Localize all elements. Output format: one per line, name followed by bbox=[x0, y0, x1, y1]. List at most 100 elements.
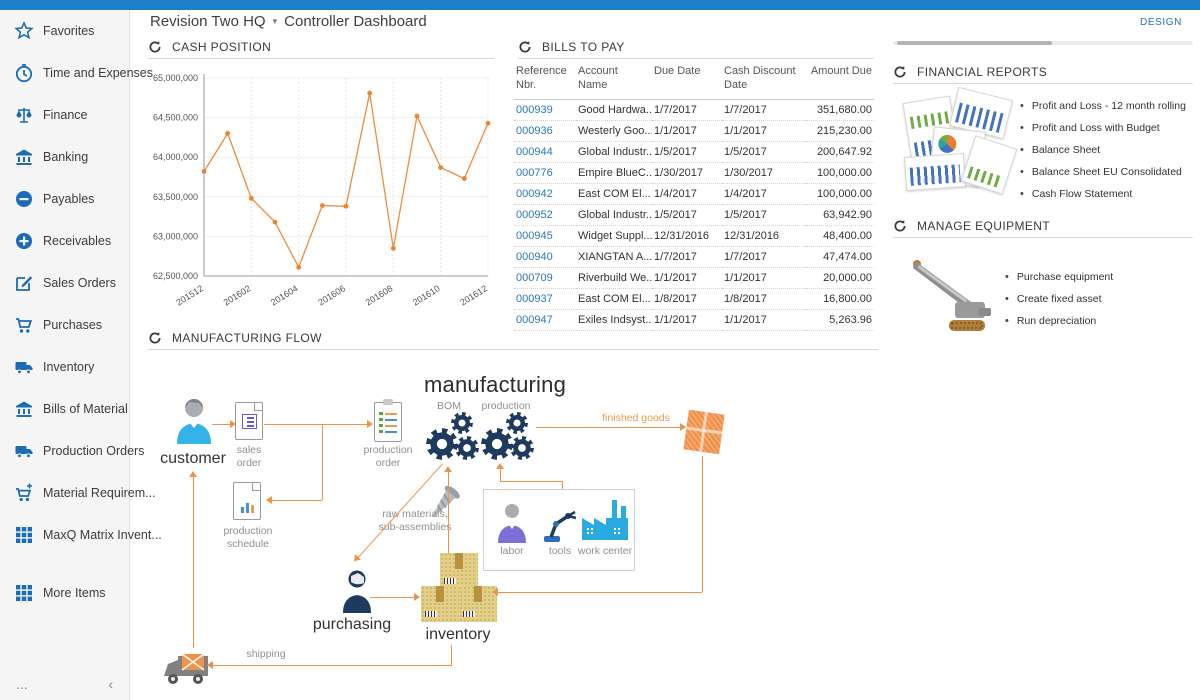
cash-position-line-chart: 62,500,000 63,000,000 63,500,000 64,000,000… bbox=[153, 73, 491, 308]
column-header[interactable]: Cash Discount Date bbox=[722, 62, 806, 100]
divider bbox=[893, 237, 1193, 238]
sidebar-item-finance[interactable]: Finance bbox=[0, 94, 129, 136]
flow-arrow bbox=[500, 468, 501, 481]
table-cell: Exiles Indsyst... bbox=[576, 309, 652, 331]
sidebar-item-payables[interactable]: Payables bbox=[0, 178, 129, 220]
grid-icon bbox=[14, 583, 34, 603]
cash-position-header: CASH POSITION bbox=[148, 40, 271, 54]
table-row[interactable]: 000776 Empire BlueC... 1/30/2017 1/30/2017 1… bbox=[514, 162, 874, 184]
table-cell: 1/7/2017 bbox=[722, 99, 806, 121]
svg-text:201604: 201604 bbox=[269, 283, 300, 307]
sidebar-item-bills-of-material[interactable]: Bills of Material bbox=[0, 388, 129, 430]
table-row[interactable]: 000942 East COM El... 1/4/2017 1/4/2017 100,… bbox=[514, 183, 874, 205]
flow-arrow bbox=[496, 592, 702, 593]
sidebar-item-label: Favorites bbox=[43, 24, 95, 38]
sidebar-item-label: Material Requirem... bbox=[43, 486, 156, 500]
refresh-icon[interactable] bbox=[518, 40, 532, 54]
panel-title: FINANCIAL REPORTS bbox=[917, 65, 1048, 79]
table-row[interactable]: 000944 Global Industr... 1/5/2017 1/5/2017 2… bbox=[514, 141, 874, 163]
sidebar-item-more-items[interactable]: More Items bbox=[0, 572, 129, 614]
reference-link[interactable]: 000944 bbox=[516, 145, 553, 158]
table-row[interactable]: 000945 Widget Suppl... 12/31/2016 12/31/201… bbox=[514, 225, 874, 247]
reference-link[interactable]: 000936 bbox=[516, 124, 553, 137]
refresh-icon[interactable] bbox=[148, 331, 162, 345]
sidebar-item-favorites[interactable]: Favorites bbox=[0, 10, 129, 52]
column-header[interactable]: Amount Due bbox=[806, 62, 874, 100]
sidebar-item-time-and-expenses[interactable]: Time and Expenses bbox=[0, 52, 153, 94]
flow-label-customer: customer bbox=[160, 450, 226, 467]
grid-icon bbox=[14, 525, 34, 545]
reference-link[interactable]: 000776 bbox=[516, 166, 553, 179]
flow-arrow bbox=[451, 645, 452, 665]
purchasing-person-icon bbox=[338, 568, 376, 614]
column-header[interactable]: Due Date bbox=[652, 62, 722, 100]
table-cell: 351,680.00 bbox=[806, 99, 874, 121]
sidebar-item-label: Banking bbox=[43, 150, 89, 164]
refresh-icon[interactable] bbox=[893, 219, 907, 233]
sidebar-item-maxq-matrix-invent[interactable]: MaxQ Matrix Invent... bbox=[0, 514, 162, 556]
table-cell: 5,263.96 bbox=[806, 309, 874, 331]
flow-arrow bbox=[322, 424, 323, 500]
design-button[interactable]: DESIGN bbox=[1140, 17, 1182, 28]
table-cell: 1/5/2017 bbox=[652, 141, 722, 163]
sidebar-item-label: Purchases bbox=[43, 318, 103, 332]
refresh-icon[interactable] bbox=[893, 65, 907, 79]
report-link[interactable]: Balance Sheet bbox=[1020, 144, 1186, 156]
sidebar-item-banking[interactable]: Banking bbox=[0, 136, 129, 178]
sidebar-collapse-chevron-icon[interactable]: ‹ bbox=[108, 676, 113, 692]
sidebar-item-material-requirem[interactable]: Material Requirem... bbox=[0, 472, 156, 514]
flow-label-sales-order: sales order bbox=[236, 444, 262, 469]
plus-circle-icon bbox=[14, 231, 34, 251]
table-row[interactable]: 000947 Exiles Indsyst... 1/1/2017 1/1/2017 5… bbox=[514, 309, 874, 331]
reference-link[interactable]: 000937 bbox=[516, 292, 553, 305]
sidebar-item-sales-orders[interactable]: Sales Orders bbox=[0, 262, 129, 304]
flow-label-production: production bbox=[481, 400, 531, 412]
report-link[interactable]: Cash Flow Statement bbox=[1020, 188, 1186, 200]
table-row[interactable]: 000709 Riverbuild We... 1/1/2017 1/1/2017 20… bbox=[514, 267, 874, 289]
sidebar-item-inventory[interactable]: Inventory bbox=[0, 346, 129, 388]
sidebar-more-ellipsis[interactable]: ... bbox=[16, 676, 28, 692]
table-cell: 63,942.90 bbox=[806, 204, 874, 226]
column-header[interactable]: Account Name bbox=[576, 62, 652, 100]
table-cell: 1/4/2017 bbox=[722, 183, 806, 205]
table-row[interactable]: 000939 Good Hardwa... 1/7/2017 1/7/2017 351,… bbox=[514, 99, 874, 121]
svg-text:201606: 201606 bbox=[316, 283, 347, 307]
report-link[interactable]: Balance Sheet EU Consolidated bbox=[1020, 166, 1186, 178]
breadcrumb: Revision Two HQ ▾ Controller Dashboard bbox=[150, 13, 427, 30]
table-row[interactable]: 000937 East COM El... 1/8/2017 1/8/2017 16,8… bbox=[514, 288, 874, 310]
panel-title: BILLS TO PAY bbox=[542, 40, 625, 54]
refresh-icon[interactable] bbox=[148, 40, 162, 54]
table-row[interactable]: 000936 Westerly Goo... 1/1/2017 1/1/2017 215… bbox=[514, 120, 874, 142]
reference-link[interactable]: 000952 bbox=[516, 208, 553, 221]
column-header[interactable]: Reference Nbr. bbox=[514, 62, 576, 100]
chevron-down-icon[interactable]: ▾ bbox=[272, 16, 278, 26]
reference-link[interactable]: 000942 bbox=[516, 187, 553, 200]
table-row[interactable]: 000952 Global Industr... 1/5/2017 1/5/2017 6… bbox=[514, 204, 874, 226]
reference-link[interactable]: 000947 bbox=[516, 313, 553, 326]
table-cell: Empire BlueC... bbox=[576, 162, 652, 184]
reference-link[interactable]: 000945 bbox=[516, 229, 553, 242]
panel-title: MANUFACTURING FLOW bbox=[172, 331, 322, 345]
table-cell: 1/1/2017 bbox=[722, 267, 806, 289]
report-link[interactable]: Profit and Loss - 12 month rolling bbox=[1020, 100, 1186, 112]
sidebar-item-receivables[interactable]: Receivables bbox=[0, 220, 129, 262]
table-cell: 1/1/2017 bbox=[652, 120, 722, 142]
report-link[interactable]: Profit and Loss with Budget bbox=[1020, 122, 1186, 134]
reference-link[interactable]: 000939 bbox=[516, 103, 553, 116]
equipment-link[interactable]: Purchase equipment bbox=[1005, 271, 1113, 283]
breadcrumb-company[interactable]: Revision Two HQ bbox=[150, 13, 266, 30]
reference-link[interactable]: 000709 bbox=[516, 271, 553, 284]
flow-label-labor: labor bbox=[500, 545, 524, 557]
scrollbar-thumb[interactable] bbox=[897, 41, 1052, 45]
sidebar-item-production-orders[interactable]: Production Orders bbox=[0, 430, 144, 472]
bank-icon bbox=[14, 147, 34, 167]
sidebar-item-purchases[interactable]: Purchases bbox=[0, 304, 129, 346]
table-row[interactable]: 000940 XIANGTAN A... 1/7/2017 1/7/2017 47,47… bbox=[514, 246, 874, 268]
equipment-link[interactable]: Create fixed asset bbox=[1005, 293, 1113, 305]
reference-link[interactable]: 000940 bbox=[516, 250, 553, 263]
equipment-link[interactable]: Run depreciation bbox=[1005, 315, 1113, 327]
flow-arrow bbox=[264, 424, 372, 425]
inventory-box-icon bbox=[459, 586, 497, 622]
divider bbox=[893, 83, 1193, 84]
